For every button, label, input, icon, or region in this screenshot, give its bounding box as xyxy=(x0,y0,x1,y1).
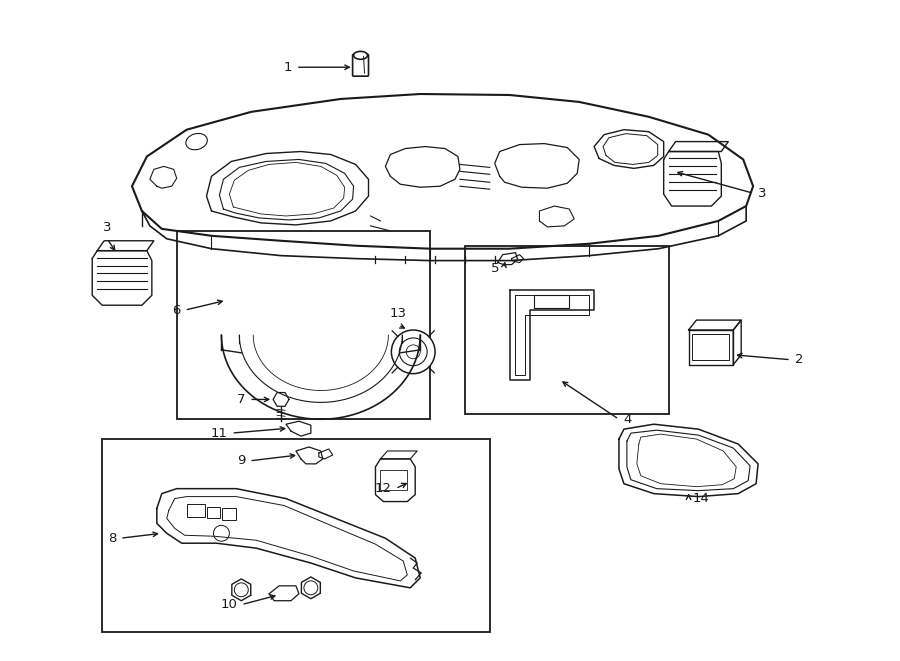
Text: 11: 11 xyxy=(211,426,228,440)
Bar xyxy=(186,504,204,518)
Bar xyxy=(103,439,490,633)
Text: 2: 2 xyxy=(795,353,804,366)
Circle shape xyxy=(392,330,435,373)
Bar xyxy=(176,231,430,419)
Text: 13: 13 xyxy=(390,307,407,320)
Bar xyxy=(692,334,729,360)
Text: 14: 14 xyxy=(692,492,709,505)
Bar xyxy=(206,506,220,518)
Text: 1: 1 xyxy=(284,61,292,74)
Text: 8: 8 xyxy=(108,531,116,545)
Text: 9: 9 xyxy=(237,454,246,467)
Text: 3: 3 xyxy=(103,221,112,234)
Text: 5: 5 xyxy=(491,262,500,275)
Text: 4: 4 xyxy=(623,412,631,426)
Bar xyxy=(465,246,669,414)
Bar xyxy=(381,470,408,490)
Text: 7: 7 xyxy=(237,393,246,406)
Text: 12: 12 xyxy=(374,482,392,495)
Text: 10: 10 xyxy=(220,598,238,611)
Text: 3: 3 xyxy=(758,186,767,200)
Ellipse shape xyxy=(354,52,367,59)
Bar xyxy=(535,295,570,308)
Bar xyxy=(222,508,237,520)
Text: 6: 6 xyxy=(172,303,181,317)
FancyBboxPatch shape xyxy=(353,54,368,76)
